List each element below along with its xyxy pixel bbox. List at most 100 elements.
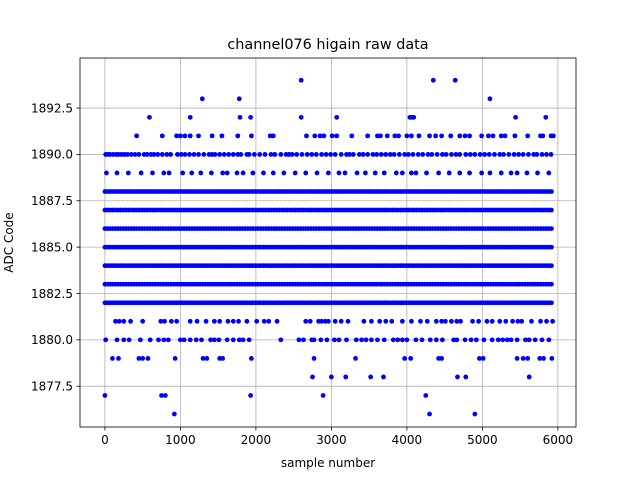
data-point xyxy=(159,152,165,157)
data-point xyxy=(524,170,530,176)
data-point xyxy=(383,318,389,324)
data-point xyxy=(544,152,549,157)
data-point xyxy=(480,355,486,361)
data-point xyxy=(313,152,319,157)
data-point xyxy=(540,133,546,139)
data-point xyxy=(156,337,161,343)
data-point xyxy=(220,170,226,176)
data-point xyxy=(204,355,210,361)
data-point xyxy=(338,318,344,324)
data-point xyxy=(396,152,402,157)
data-point xyxy=(261,318,267,324)
y-axis-ticks: 1877.5 1880.0 1882.5 1885.0 1887.5 1890.0 1892… xyxy=(31,101,80,394)
data-point xyxy=(497,318,503,324)
data-point xyxy=(171,411,177,417)
y-tick-label: 1885.0 xyxy=(31,240,73,254)
data-point xyxy=(424,318,430,324)
data-point xyxy=(126,337,132,343)
data-point xyxy=(236,96,242,102)
data-point xyxy=(328,152,334,157)
data-point xyxy=(381,337,387,343)
data-point xyxy=(546,170,552,176)
data-point xyxy=(310,374,315,380)
data-point xyxy=(162,393,168,398)
data-point xyxy=(378,133,383,139)
data-point xyxy=(372,170,378,176)
data-point xyxy=(513,114,518,120)
data-point xyxy=(427,411,432,417)
x-tick-label: 5000 xyxy=(467,433,498,447)
data-point xyxy=(514,337,520,343)
data-point xyxy=(199,96,205,102)
data-point xyxy=(159,393,164,398)
data-point xyxy=(526,337,532,343)
data-point xyxy=(439,318,445,324)
data-point xyxy=(211,337,217,343)
data-point xyxy=(463,374,469,380)
data-point xyxy=(497,152,503,157)
data-point xyxy=(150,170,155,176)
x-tick-label: 0 xyxy=(101,433,109,447)
data-point xyxy=(512,133,518,139)
data-point xyxy=(182,133,188,139)
data-point xyxy=(236,318,241,324)
data-point xyxy=(140,318,146,324)
data-point xyxy=(155,152,161,157)
data-point xyxy=(199,337,204,343)
data-point xyxy=(430,77,436,83)
data-point xyxy=(473,337,479,343)
x-tick-label: 4000 xyxy=(392,433,423,447)
data-point xyxy=(359,337,364,343)
data-point xyxy=(165,337,171,343)
data-points xyxy=(102,77,556,417)
data-point xyxy=(490,133,496,139)
data-point xyxy=(433,133,438,139)
x-tick-label: 3000 xyxy=(316,433,347,447)
data-point xyxy=(174,152,180,157)
data-point xyxy=(446,170,452,176)
data-point xyxy=(121,318,127,324)
data-point xyxy=(468,337,474,343)
data-point xyxy=(404,337,410,343)
data-point xyxy=(539,337,545,343)
data-point xyxy=(546,337,552,343)
data-point xyxy=(396,133,401,139)
data-point xyxy=(374,152,380,157)
data-point xyxy=(360,152,366,157)
data-point xyxy=(114,170,120,176)
data-point xyxy=(235,133,241,139)
data-point xyxy=(514,355,520,361)
data-point xyxy=(356,152,362,157)
data-point xyxy=(299,152,305,157)
data-point xyxy=(116,355,121,361)
data-point xyxy=(212,152,218,157)
data-point xyxy=(415,152,421,157)
data-point xyxy=(420,152,426,157)
data-point xyxy=(161,337,167,343)
data-point xyxy=(413,337,419,343)
data-point xyxy=(304,152,310,157)
data-point xyxy=(332,318,338,324)
data-point xyxy=(535,170,540,176)
data-point xyxy=(344,337,349,343)
data-point xyxy=(399,318,405,324)
data-point xyxy=(196,133,201,139)
data-point xyxy=(196,152,201,157)
data-point xyxy=(439,133,445,139)
data-point xyxy=(166,170,172,176)
data-point xyxy=(449,152,454,157)
data-point xyxy=(361,318,367,324)
data-point xyxy=(504,337,510,343)
data-point xyxy=(549,226,554,231)
data-point xyxy=(549,355,555,361)
data-point xyxy=(443,152,449,157)
data-point xyxy=(393,170,399,176)
data-point xyxy=(377,318,383,324)
data-point xyxy=(246,152,252,157)
data-point xyxy=(519,318,525,324)
data-point xyxy=(138,337,143,343)
data-point xyxy=(289,152,295,157)
data-point xyxy=(187,133,193,139)
data-point xyxy=(248,355,254,361)
